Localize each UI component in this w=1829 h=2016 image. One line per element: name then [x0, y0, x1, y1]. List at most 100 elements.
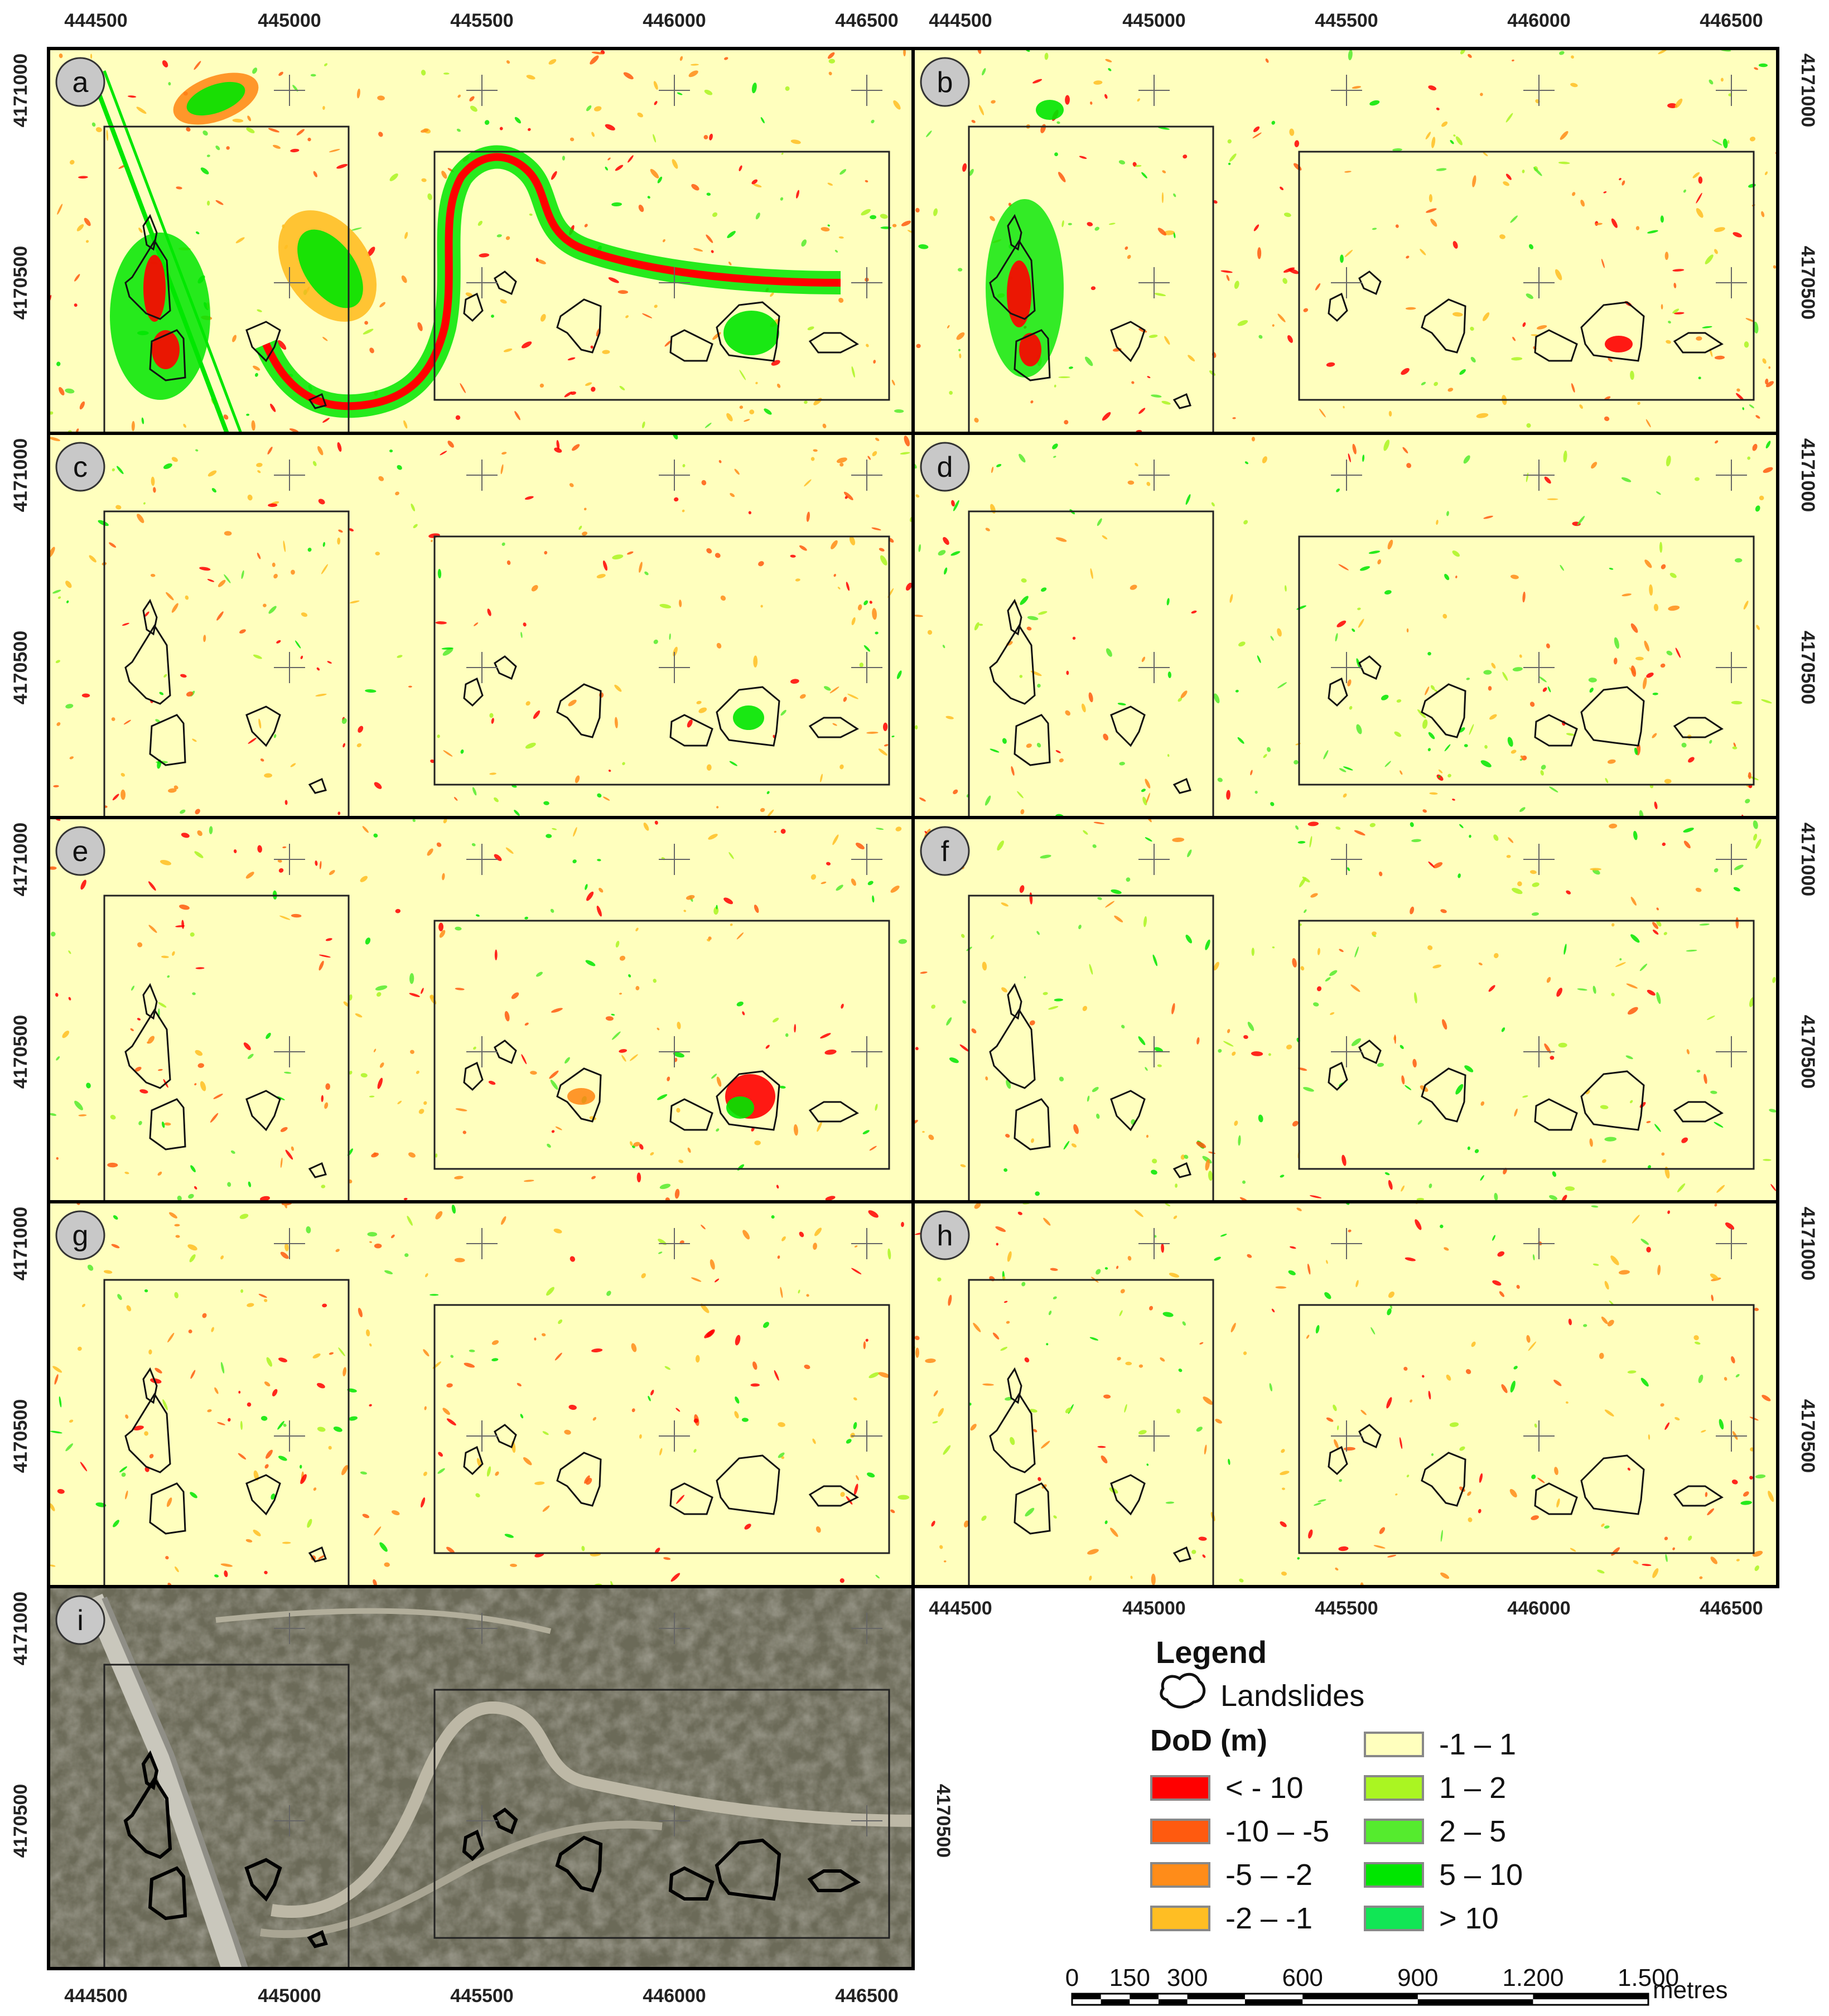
study-area-east — [1298, 151, 1755, 401]
y-tick-label: 4171000 — [1797, 438, 1818, 512]
legend-class-label: 1 – 2 — [1439, 1771, 1507, 1805]
study-area-east — [433, 920, 890, 1170]
svg-text:g: g — [73, 1220, 89, 1252]
landslide-outline — [556, 298, 602, 354]
study-area-east — [433, 1304, 890, 1554]
landslide-outline — [1421, 1452, 1466, 1507]
study-area-east — [1298, 535, 1755, 786]
panel-label-c: c — [55, 442, 105, 492]
study-area-east — [433, 151, 890, 401]
landslide-outline — [494, 1424, 517, 1449]
dod-background — [49, 433, 913, 818]
landslide-outline — [463, 292, 484, 322]
legend — [1160, 1672, 1206, 1709]
landslide-outline — [1172, 1546, 1191, 1563]
landslide-outline — [1172, 777, 1191, 794]
x-tick-label: 445500 — [450, 10, 513, 31]
legend-class-label: < - 10 — [1225, 1771, 1304, 1805]
landslide-outline — [668, 1866, 715, 1901]
svg-text:b: b — [937, 66, 953, 99]
x-tick-label: 445000 — [1122, 1598, 1185, 1619]
landslide-outline — [1110, 321, 1146, 362]
landslide-outline — [669, 1482, 713, 1515]
scale-bar-tick-label: 900 — [1397, 1964, 1438, 1991]
map-panel-h: h — [911, 1200, 1779, 1588]
x-tick-label: 446000 — [1507, 10, 1570, 31]
landslide-outline — [1328, 292, 1348, 322]
landslide-outline — [463, 1061, 484, 1091]
landslide-outline — [1110, 1090, 1146, 1132]
x-tick-label: 444500 — [64, 10, 127, 31]
panel-label-d: d — [920, 442, 970, 492]
landslide-outline — [1673, 1485, 1724, 1507]
y-tick-label: 4171000 — [1797, 1207, 1818, 1280]
dod-background — [913, 1202, 1778, 1587]
landslide-outline — [462, 1829, 485, 1862]
scale-bar-tick-label: 150 — [1109, 1964, 1150, 1991]
scale-bar-unit: metres — [1653, 1976, 1727, 2004]
y-tick-label: 4170500 — [933, 1784, 954, 1858]
landslide-outline — [308, 777, 327, 794]
dod-background — [49, 818, 913, 1202]
y-tick-label: 4171000 — [1797, 823, 1818, 896]
legend-swatch — [1364, 1819, 1424, 1844]
landslide-outline — [555, 1835, 603, 1893]
landslide-outline — [493, 1807, 518, 1835]
landslide-outline — [1534, 1098, 1578, 1131]
map-panel-b: b — [911, 47, 1779, 435]
y-tick-label: 4170500 — [1797, 1015, 1818, 1089]
landslide-outline — [124, 1393, 171, 1473]
y-tick-label: 4171000 — [10, 1207, 31, 1280]
y-tick-label: 4170500 — [10, 1399, 31, 1473]
landslide-outline — [123, 1776, 172, 1859]
landslide-outline — [989, 1393, 1036, 1473]
landslide-outline — [494, 655, 517, 680]
scale-bar-tick-label: 1.200 — [1502, 1964, 1563, 1991]
legend-swatch — [1150, 1906, 1210, 1931]
legend-swatch — [1150, 1775, 1210, 1801]
x-tick-label: 446500 — [1700, 1598, 1763, 1619]
landslide-outline — [808, 1101, 859, 1123]
svg-text:h: h — [937, 1220, 953, 1252]
map-panel-f: f — [911, 816, 1779, 1203]
landslide-outline — [1421, 683, 1466, 738]
y-tick-label: 4171000 — [10, 823, 31, 896]
legend-class-label: 5 – 10 — [1439, 1858, 1523, 1892]
dod-background — [49, 1202, 913, 1587]
landslide-outline — [1014, 329, 1051, 381]
legend-landslides-label: Landslides — [1220, 1679, 1365, 1713]
panel-label-a: a — [55, 57, 105, 107]
study-area-west — [103, 125, 350, 433]
landslide-outline — [556, 1452, 602, 1507]
landslide-outline — [494, 270, 517, 296]
landslides-legend-symbol — [1160, 1672, 1206, 1709]
svg-text:d: d — [937, 451, 953, 484]
landslide-outline — [124, 1008, 171, 1089]
landslide-outline — [149, 714, 186, 766]
study-area-east — [433, 535, 890, 786]
x-tick-label: 446000 — [643, 10, 706, 31]
legend-dod-title: DoD (m) — [1150, 1724, 1267, 1757]
landslide-outline — [715, 1838, 781, 1901]
y-tick-label: 4171000 — [10, 1592, 31, 1665]
y-tick-label: 4170500 — [10, 631, 31, 704]
landslide-outline — [1534, 329, 1578, 362]
y-tick-label: 4170500 — [10, 1784, 31, 1858]
study-area-east — [433, 1689, 890, 1939]
legend-class-label: > 10 — [1439, 1902, 1499, 1935]
landslide-outline — [1358, 1424, 1382, 1449]
y-tick-label: 4170500 — [10, 1015, 31, 1089]
x-tick-label: 444500 — [929, 10, 992, 31]
landslide-outline — [989, 1008, 1036, 1089]
landslide-outline — [989, 239, 1036, 320]
landslide-outline — [245, 705, 281, 747]
landslide-outline — [808, 1485, 859, 1507]
landslide-outline — [308, 1162, 327, 1178]
legend-class-label: -2 – -1 — [1225, 1902, 1313, 1935]
landslide-outline — [808, 717, 859, 738]
map-panel-g: g — [47, 1200, 915, 1588]
svg-text:c: c — [73, 451, 88, 484]
landslide-outline — [1421, 1067, 1466, 1123]
